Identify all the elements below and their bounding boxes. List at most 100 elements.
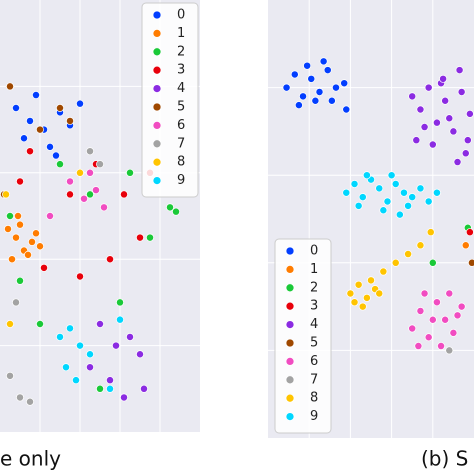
legend-label: 2 xyxy=(177,44,185,59)
legend-label: 3 xyxy=(310,299,318,314)
point xyxy=(315,88,324,96)
point xyxy=(12,298,20,307)
point xyxy=(428,258,437,267)
point xyxy=(463,136,472,145)
legend-marker xyxy=(152,47,162,57)
legend: 0 1 2 3 4 5 6 7 8 9 xyxy=(274,238,332,434)
point xyxy=(2,190,10,199)
point xyxy=(126,333,134,341)
legend-label: 7 xyxy=(310,372,318,387)
point xyxy=(432,118,441,127)
legend-marker xyxy=(285,283,295,293)
point xyxy=(375,184,384,193)
point xyxy=(66,117,74,125)
legend-label: 6 xyxy=(310,354,318,369)
point xyxy=(20,134,28,143)
point xyxy=(400,188,408,197)
legend-label: 8 xyxy=(177,155,185,170)
legend-marker xyxy=(152,121,162,130)
point xyxy=(100,203,108,212)
legend-label: 7 xyxy=(177,136,185,151)
point xyxy=(36,242,44,251)
point xyxy=(449,127,458,136)
point xyxy=(307,74,316,83)
point xyxy=(26,117,34,125)
legend-marker xyxy=(285,357,295,366)
point xyxy=(375,289,384,298)
point xyxy=(457,88,466,96)
point xyxy=(136,350,144,359)
point xyxy=(424,83,433,92)
legend-label: 2 xyxy=(310,280,318,295)
point xyxy=(36,125,44,134)
point xyxy=(299,92,307,101)
caption: (b) S xyxy=(421,447,468,471)
point xyxy=(86,147,94,156)
point xyxy=(426,228,435,237)
point xyxy=(4,225,12,233)
point xyxy=(6,212,14,220)
point xyxy=(428,315,437,324)
point xyxy=(354,201,363,210)
point xyxy=(92,186,100,195)
point xyxy=(424,197,433,206)
point xyxy=(416,307,425,315)
point xyxy=(86,363,94,372)
point xyxy=(46,212,54,220)
point xyxy=(408,92,417,101)
point xyxy=(445,346,454,355)
point xyxy=(408,193,417,202)
legend-marker xyxy=(285,301,295,311)
point xyxy=(432,188,441,197)
point xyxy=(120,393,128,402)
point xyxy=(56,333,64,341)
point xyxy=(40,263,48,272)
point xyxy=(16,177,24,186)
point xyxy=(56,104,64,112)
legend-marker xyxy=(285,265,295,274)
point xyxy=(379,267,388,276)
legend-marker xyxy=(152,157,162,167)
legend-label: 4 xyxy=(310,317,318,332)
point xyxy=(66,324,74,333)
point xyxy=(379,206,388,215)
point xyxy=(404,201,413,210)
point xyxy=(428,140,437,149)
legend-label: 8 xyxy=(310,391,318,406)
point xyxy=(424,333,433,342)
point xyxy=(80,194,88,203)
point xyxy=(416,241,425,250)
point xyxy=(420,289,429,298)
point xyxy=(449,328,458,337)
point xyxy=(323,66,332,75)
point xyxy=(166,203,174,212)
legend-label: 3 xyxy=(177,63,185,78)
point xyxy=(414,342,423,350)
point xyxy=(14,212,22,220)
point xyxy=(72,376,80,385)
legend-label: 0 xyxy=(177,8,185,23)
point xyxy=(106,255,114,264)
point xyxy=(441,315,450,324)
point xyxy=(395,210,404,219)
legend-box xyxy=(274,238,332,434)
point xyxy=(56,160,64,169)
point xyxy=(391,180,400,188)
point xyxy=(76,341,84,350)
legend-marker xyxy=(285,375,295,385)
point xyxy=(16,276,24,285)
point xyxy=(412,136,421,145)
point xyxy=(86,168,94,177)
point xyxy=(437,342,445,350)
point xyxy=(106,376,114,385)
point xyxy=(146,233,154,242)
point xyxy=(6,371,14,380)
point xyxy=(62,363,70,372)
point xyxy=(420,123,429,131)
point xyxy=(350,298,359,307)
point xyxy=(391,258,400,267)
legend-label: 5 xyxy=(310,336,318,351)
point xyxy=(303,61,312,70)
point xyxy=(290,70,299,79)
